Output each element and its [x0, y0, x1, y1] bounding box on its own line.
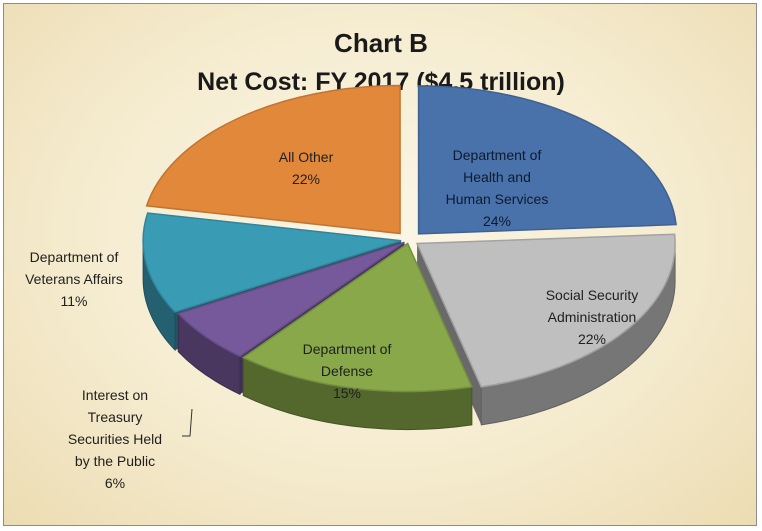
slice-name-label: Securities Held	[68, 431, 162, 447]
slice-value-label: 6%	[105, 475, 125, 491]
slice-name-label: Social Security	[546, 287, 639, 303]
slice-name-label: Treasury	[88, 409, 143, 425]
slice-name-label: Veterans Affairs	[25, 271, 123, 287]
pie-slice	[415, 233, 676, 388]
slice-value-label: 24%	[483, 213, 511, 229]
pie-slice	[176, 241, 405, 358]
slice-value-label: 22%	[292, 171, 320, 187]
pie-slice	[145, 84, 401, 235]
slice-name-label: Human Services	[446, 191, 549, 207]
slice-name-label: Health and	[463, 169, 531, 185]
slice-name-label: Defense	[321, 363, 373, 379]
slice-name-label: Department of	[453, 147, 542, 163]
pie-labels: Department of Health and Human Services 24%…	[25, 147, 638, 491]
slice-name-label: by the Public	[75, 453, 155, 469]
chart-title: Chart B	[334, 28, 428, 58]
slice-name-label: Administration	[548, 309, 637, 325]
pie-slice	[241, 242, 473, 393]
slice-name-label: Department of	[303, 341, 392, 357]
chart-frame: Chart B Net Cost: FY 2017 ($4.5 trillion…	[3, 3, 757, 526]
slice-name-label: Interest on	[82, 387, 148, 403]
pie-top-layer	[142, 84, 677, 393]
pie-slice	[417, 85, 677, 235]
slice-name-label: All Other	[279, 149, 334, 165]
slice-value-label: 11%	[61, 293, 88, 309]
pie-slice	[142, 212, 402, 313]
slice-name-label: Department of	[30, 249, 119, 265]
slice-value-label: 22%	[578, 331, 606, 347]
leader-line	[182, 408, 193, 437]
pie-chart: Chart B Net Cost: FY 2017 ($4.5 trillion…	[25, 28, 677, 491]
slice-value-label: 15%	[333, 385, 361, 401]
